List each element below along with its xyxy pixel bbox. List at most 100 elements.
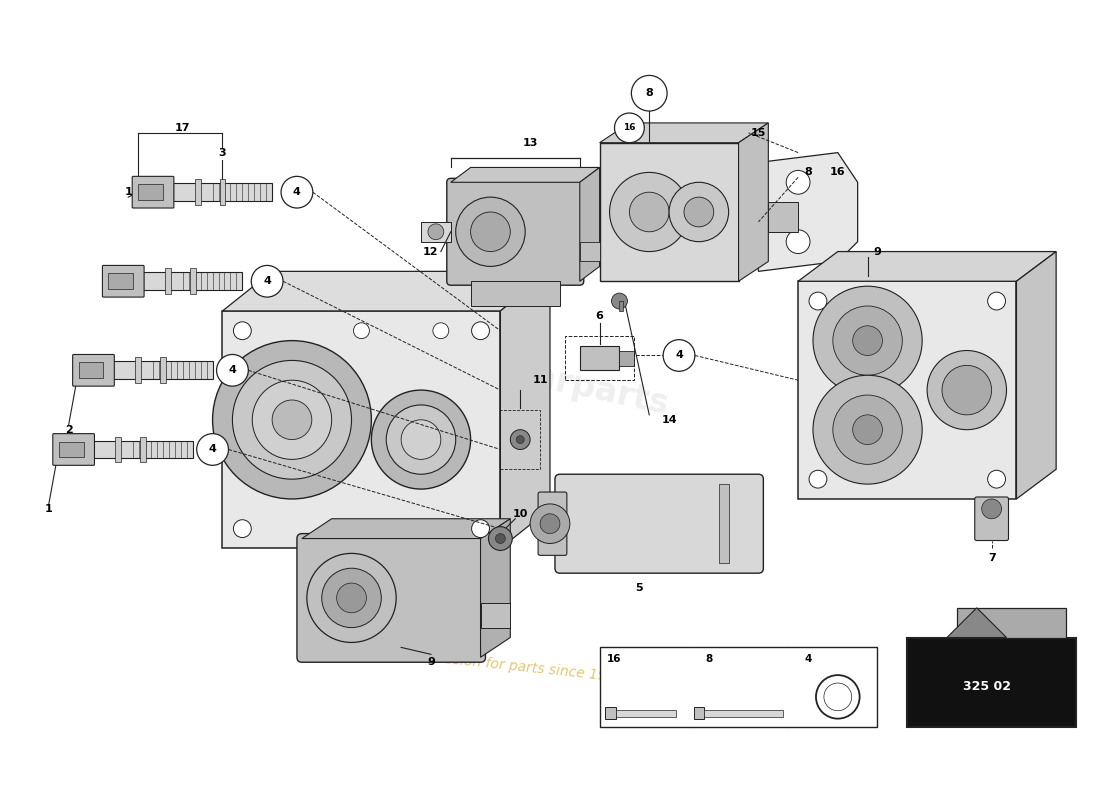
Polygon shape: [500, 271, 550, 549]
Text: 1: 1: [45, 504, 53, 514]
FancyBboxPatch shape: [694, 706, 704, 718]
Text: 16: 16: [830, 167, 846, 178]
Circle shape: [455, 197, 525, 266]
Circle shape: [530, 504, 570, 543]
Text: 15: 15: [750, 128, 766, 138]
FancyBboxPatch shape: [109, 274, 133, 289]
Circle shape: [609, 172, 689, 251]
Polygon shape: [222, 271, 550, 311]
Circle shape: [472, 520, 490, 538]
Text: 16: 16: [607, 654, 621, 664]
Text: 10: 10: [513, 509, 528, 519]
Circle shape: [669, 182, 728, 242]
Text: 13: 13: [522, 138, 538, 148]
Polygon shape: [799, 251, 1056, 282]
FancyBboxPatch shape: [53, 434, 95, 466]
Polygon shape: [738, 123, 768, 282]
FancyBboxPatch shape: [600, 142, 738, 282]
Text: 4: 4: [675, 350, 683, 361]
Circle shape: [428, 224, 443, 240]
Circle shape: [833, 395, 902, 464]
Circle shape: [684, 197, 714, 227]
FancyBboxPatch shape: [135, 358, 141, 383]
Circle shape: [927, 350, 1006, 430]
Circle shape: [251, 266, 283, 297]
FancyBboxPatch shape: [165, 268, 170, 294]
Circle shape: [252, 380, 332, 459]
Circle shape: [833, 306, 902, 375]
FancyBboxPatch shape: [132, 176, 174, 208]
Text: a passion for parts since 1985: a passion for parts since 1985: [416, 650, 625, 685]
Circle shape: [813, 286, 922, 395]
Circle shape: [813, 375, 922, 484]
Circle shape: [282, 176, 312, 208]
FancyBboxPatch shape: [768, 202, 799, 232]
FancyBboxPatch shape: [605, 706, 616, 718]
FancyBboxPatch shape: [139, 184, 163, 200]
Text: 4: 4: [229, 366, 236, 375]
Polygon shape: [600, 123, 768, 142]
Circle shape: [631, 75, 667, 111]
FancyBboxPatch shape: [160, 358, 166, 383]
FancyBboxPatch shape: [58, 442, 84, 458]
Text: 16: 16: [623, 123, 636, 132]
FancyBboxPatch shape: [600, 647, 878, 726]
Text: 8: 8: [804, 167, 812, 178]
FancyBboxPatch shape: [113, 362, 212, 379]
Circle shape: [402, 420, 441, 459]
Text: 4: 4: [209, 445, 217, 454]
Circle shape: [372, 390, 471, 489]
Text: 4: 4: [804, 654, 812, 664]
Circle shape: [495, 534, 505, 543]
FancyBboxPatch shape: [704, 710, 783, 717]
Polygon shape: [1016, 251, 1056, 499]
FancyBboxPatch shape: [220, 179, 225, 205]
FancyBboxPatch shape: [580, 242, 600, 262]
Circle shape: [307, 554, 396, 642]
FancyBboxPatch shape: [616, 710, 676, 717]
Circle shape: [386, 405, 455, 474]
Text: 17: 17: [175, 123, 190, 133]
Circle shape: [433, 323, 449, 338]
Circle shape: [510, 430, 530, 450]
FancyBboxPatch shape: [908, 638, 1076, 726]
Circle shape: [808, 470, 827, 488]
Text: 2: 2: [65, 425, 73, 434]
FancyBboxPatch shape: [421, 222, 451, 242]
FancyBboxPatch shape: [140, 437, 146, 462]
FancyBboxPatch shape: [143, 272, 242, 290]
Circle shape: [663, 340, 695, 371]
FancyBboxPatch shape: [94, 441, 192, 458]
Text: 5: 5: [636, 583, 644, 593]
Circle shape: [988, 292, 1005, 310]
Circle shape: [471, 212, 510, 251]
Circle shape: [353, 323, 370, 338]
FancyBboxPatch shape: [538, 492, 566, 555]
Polygon shape: [580, 167, 600, 282]
Text: 3: 3: [219, 148, 227, 158]
Polygon shape: [754, 153, 858, 271]
Polygon shape: [481, 518, 510, 658]
Circle shape: [942, 366, 991, 415]
Text: eurocarparts: eurocarparts: [428, 339, 672, 422]
Circle shape: [808, 292, 827, 310]
Polygon shape: [947, 608, 1007, 638]
Text: 11: 11: [532, 375, 548, 386]
Circle shape: [824, 683, 851, 710]
FancyBboxPatch shape: [102, 266, 144, 297]
Circle shape: [488, 526, 513, 550]
Polygon shape: [451, 167, 600, 182]
Circle shape: [516, 436, 525, 443]
Text: 14: 14: [661, 414, 676, 425]
Text: 9: 9: [873, 246, 881, 257]
Circle shape: [629, 192, 669, 232]
FancyBboxPatch shape: [73, 354, 114, 386]
Circle shape: [232, 361, 352, 479]
Circle shape: [337, 583, 366, 613]
Text: 9: 9: [427, 658, 434, 667]
Circle shape: [786, 230, 810, 254]
Circle shape: [217, 354, 249, 386]
Text: 4: 4: [263, 276, 271, 286]
FancyBboxPatch shape: [619, 350, 635, 366]
Polygon shape: [301, 518, 510, 538]
